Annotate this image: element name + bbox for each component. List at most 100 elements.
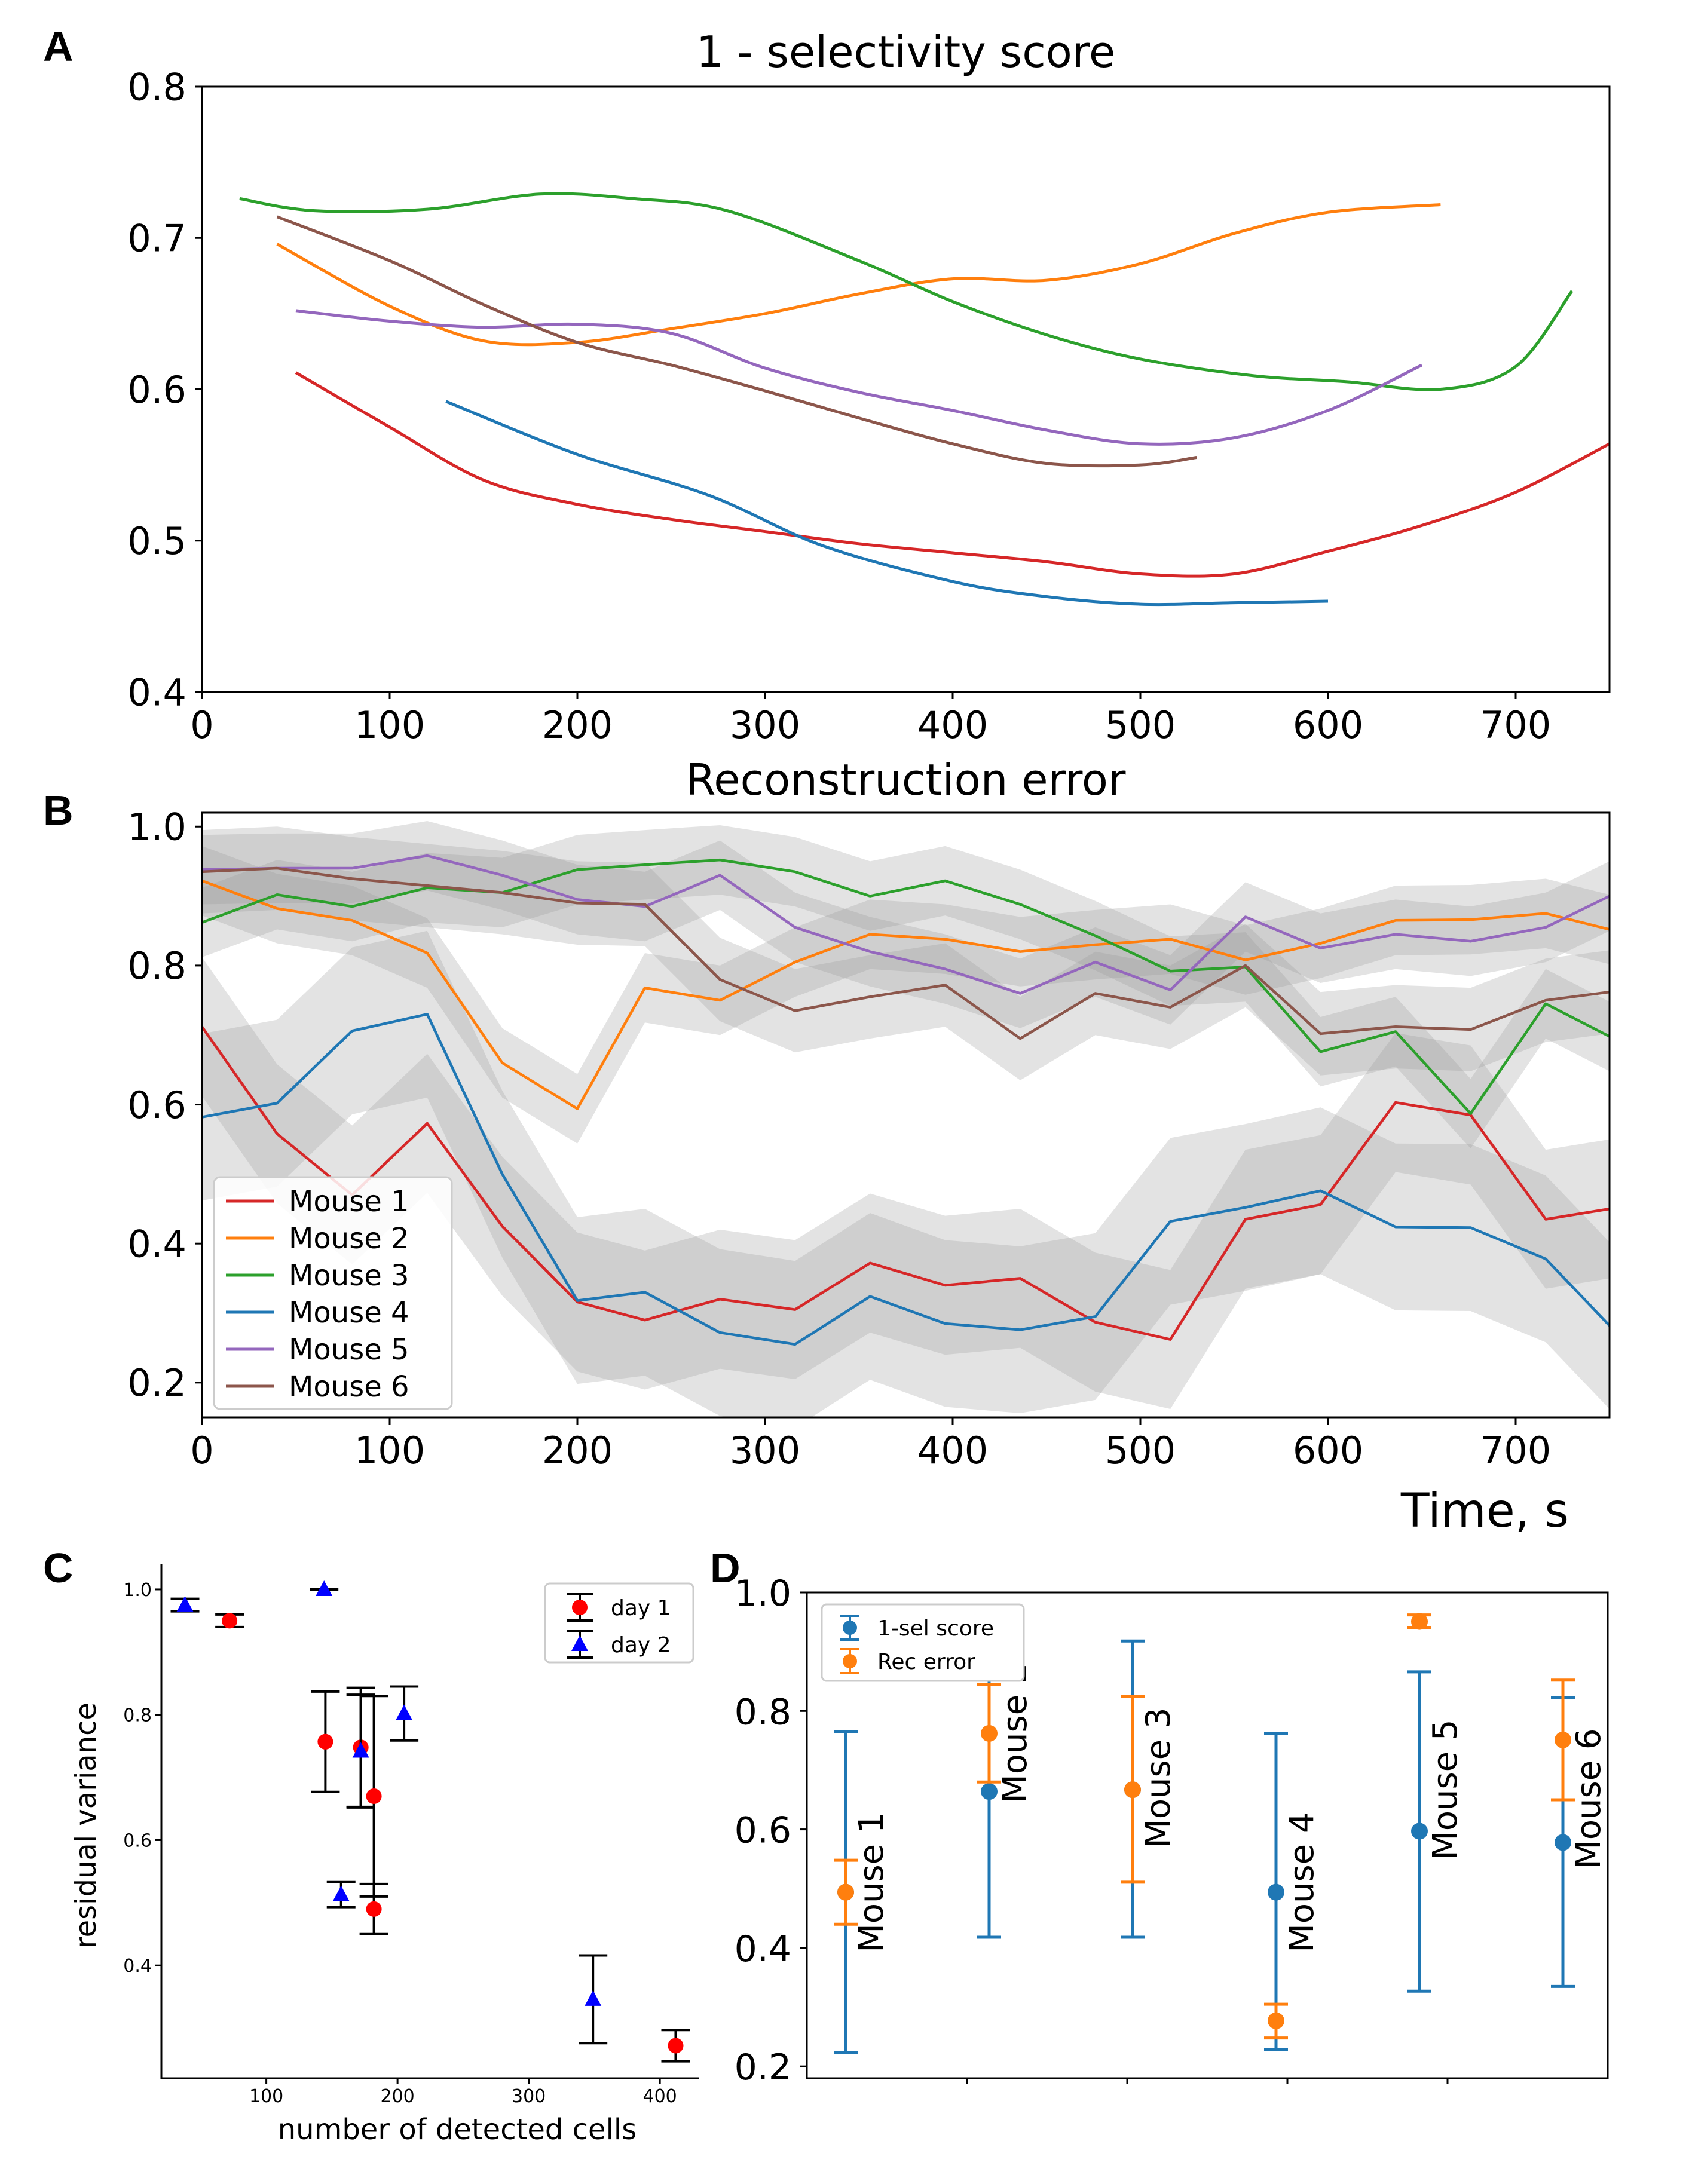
panel-c-legend: day 1 day 2: [544, 1582, 694, 1664]
panel-d-legend: 1-sel score Rec error: [821, 1603, 1025, 1682]
legend-label-day-2: day 2: [611, 1633, 671, 1658]
panel-a-xtick-label: 200: [542, 703, 613, 747]
panel-letter-c: C: [43, 1545, 74, 1591]
panel-a-chart: 0 100 200 300 400 500 600 700 0.4 0.5 0.6 0.7 0.8 1 -…: [127, 27, 1611, 747]
legend-marker-day-1: [572, 1600, 588, 1615]
series-line-mouse-4: [202, 1013, 1610, 1346]
series-line-mouse-4: [445, 400, 1329, 607]
panel-d-ytick-label: 0.8: [735, 1691, 791, 1733]
panel-c-ytick-label: 0.6: [123, 1830, 152, 1851]
data-point-1-sel-score: [1268, 1883, 1284, 1901]
data-point-day-2: [585, 1990, 602, 2006]
legend-marker-1-sel-score: [843, 1621, 857, 1635]
series-line-mouse-1: [295, 371, 1611, 578]
panel-c-ytick-label: 0.4: [123, 1956, 152, 1977]
data-point-rec-error: [1411, 1613, 1428, 1630]
data-point-rec-error: [1124, 1781, 1141, 1799]
data-point-rec-error: [837, 1883, 854, 1901]
data-point-rec-error: [981, 1724, 998, 1742]
panel-b-ytick-label: 0.8: [127, 944, 186, 988]
panel-b-ytick-label: 0.6: [127, 1083, 186, 1127]
panel-a-xtick-label: 500: [1105, 703, 1176, 747]
category-label-mouse-4: Mouse 4: [1283, 1812, 1321, 1952]
data-point-day-2: [352, 1742, 369, 1758]
panel-letter-a: A: [43, 23, 74, 70]
panel-b-xtick-label: 300: [730, 1429, 800, 1472]
panel-b-ytick-label: 0.2: [127, 1361, 186, 1405]
panel-d-chart: 0.2 0.4 0.6 0.8 1.0 Mouse 1 Mouse 2 Mouse 3 Mous…: [735, 1573, 1609, 2088]
panel-letter-d: D: [710, 1545, 741, 1591]
panel-c-xlabel: number of detected cells: [278, 2113, 637, 2146]
confidence-band-mouse-1: [202, 957, 1610, 1410]
confidence-band-mouse-5: [202, 820, 1610, 1028]
panel-c-ylabel: residual variance: [69, 1702, 103, 1949]
panel-b-xtick-label: 700: [1480, 1429, 1551, 1472]
panel-a-ytick-label: 0.4: [127, 670, 186, 714]
category-label-mouse-1: Mouse 1: [852, 1812, 891, 1952]
data-point-day-2: [332, 1885, 350, 1901]
panel-a-frame: [201, 85, 1611, 693]
panel-c-xtick-label: 300: [512, 2086, 546, 2107]
data-point-rec-error: [1268, 2012, 1284, 2029]
confidence-band-mouse-2: [202, 846, 1610, 1144]
data-point-day-2: [396, 1704, 413, 1720]
legend-marker-rec-error: [843, 1654, 857, 1668]
series-line-mouse-1: [202, 1025, 1610, 1341]
legend-label-mouse-4: Mouse 4: [289, 1296, 409, 1330]
legend-label-mouse-1: Mouse 1: [289, 1185, 409, 1218]
panel-b-ytick-label: 0.4: [127, 1223, 186, 1266]
panel-c-ytick-label: 0.8: [123, 1705, 152, 1726]
panel-a-xtick-label: 700: [1480, 703, 1551, 747]
panel-a-xtick-label: 0: [190, 703, 213, 747]
data-point-day-1: [366, 1788, 382, 1805]
category-label-mouse-3: Mouse 3: [1139, 1707, 1178, 1848]
legend-label-1-sel-score: 1-sel score: [877, 1616, 994, 1641]
panel-letters: A B C D: [43, 23, 741, 1591]
category-label-mouse-2: Mouse 2: [996, 1662, 1035, 1803]
legend-label-mouse-5: Mouse 5: [289, 1333, 409, 1367]
series-line-mouse-3: [202, 858, 1610, 1115]
panel-b-frame: [201, 811, 1611, 1419]
legend-label-rec-error: Rec error: [877, 1650, 975, 1674]
panel-a-ytick-label: 0.5: [127, 519, 186, 563]
panel-a-xtick-label: 300: [730, 703, 800, 747]
legend-label-mouse-3: Mouse 3: [289, 1259, 409, 1292]
panel-a-xtick-label: 100: [354, 703, 425, 747]
panel-c-xtick-label: 400: [643, 2086, 677, 2107]
panel-b-xtick-label: 400: [917, 1429, 988, 1472]
confidence-band-mouse-6: [202, 826, 1610, 1080]
data-point-day-1: [366, 1901, 382, 1917]
legend-label-day-1: day 1: [611, 1596, 671, 1621]
panel-c-ytick-label: 1.0: [123, 1580, 152, 1601]
panel-a-ytick-label: 0.6: [127, 368, 186, 412]
series-line-mouse-5: [295, 309, 1423, 446]
panel-b-xtick-label: 200: [542, 1429, 613, 1472]
panel-c-xtick-label: 200: [380, 2086, 414, 2107]
panel-c-chart: 100 200 300 400 0.4 0.6 0.8 1.0 number of detect…: [69, 1564, 699, 2146]
data-point-day-1: [317, 1733, 333, 1750]
series-line-mouse-6: [276, 215, 1197, 468]
data-point-day-1: [222, 1613, 238, 1629]
panel-d-ytick-label: 0.6: [735, 1810, 791, 1852]
panel-b-xtick-label: 500: [1105, 1429, 1176, 1472]
series-line-mouse-5: [202, 854, 1610, 995]
series-line-mouse-3: [239, 192, 1574, 391]
panel-b-title: Reconstruction error: [686, 755, 1125, 805]
data-point-1-sel-score: [981, 1783, 998, 1800]
category-label-mouse-5: Mouse 5: [1426, 1719, 1465, 1860]
panel-a-xtick-label: 400: [917, 703, 988, 747]
panel-a-ytick-label: 0.8: [127, 65, 186, 109]
panel-b-xtick-label: 0: [190, 1429, 213, 1472]
panel-d-frame: [806, 1591, 1609, 2079]
data-point-1-sel-score: [1555, 1834, 1571, 1851]
legend-box: [213, 1176, 453, 1410]
confidence-band-mouse-4: [202, 930, 1610, 1417]
legend-label-mouse-2: Mouse 2: [289, 1222, 409, 1255]
panel-b-xtick-label: 600: [1293, 1429, 1363, 1472]
category-label-mouse-6: Mouse 6: [1569, 1728, 1608, 1869]
series-line-mouse-2: [202, 879, 1610, 1110]
panel-c-axes: [160, 1564, 699, 2079]
panel-letter-b: B: [43, 787, 74, 834]
